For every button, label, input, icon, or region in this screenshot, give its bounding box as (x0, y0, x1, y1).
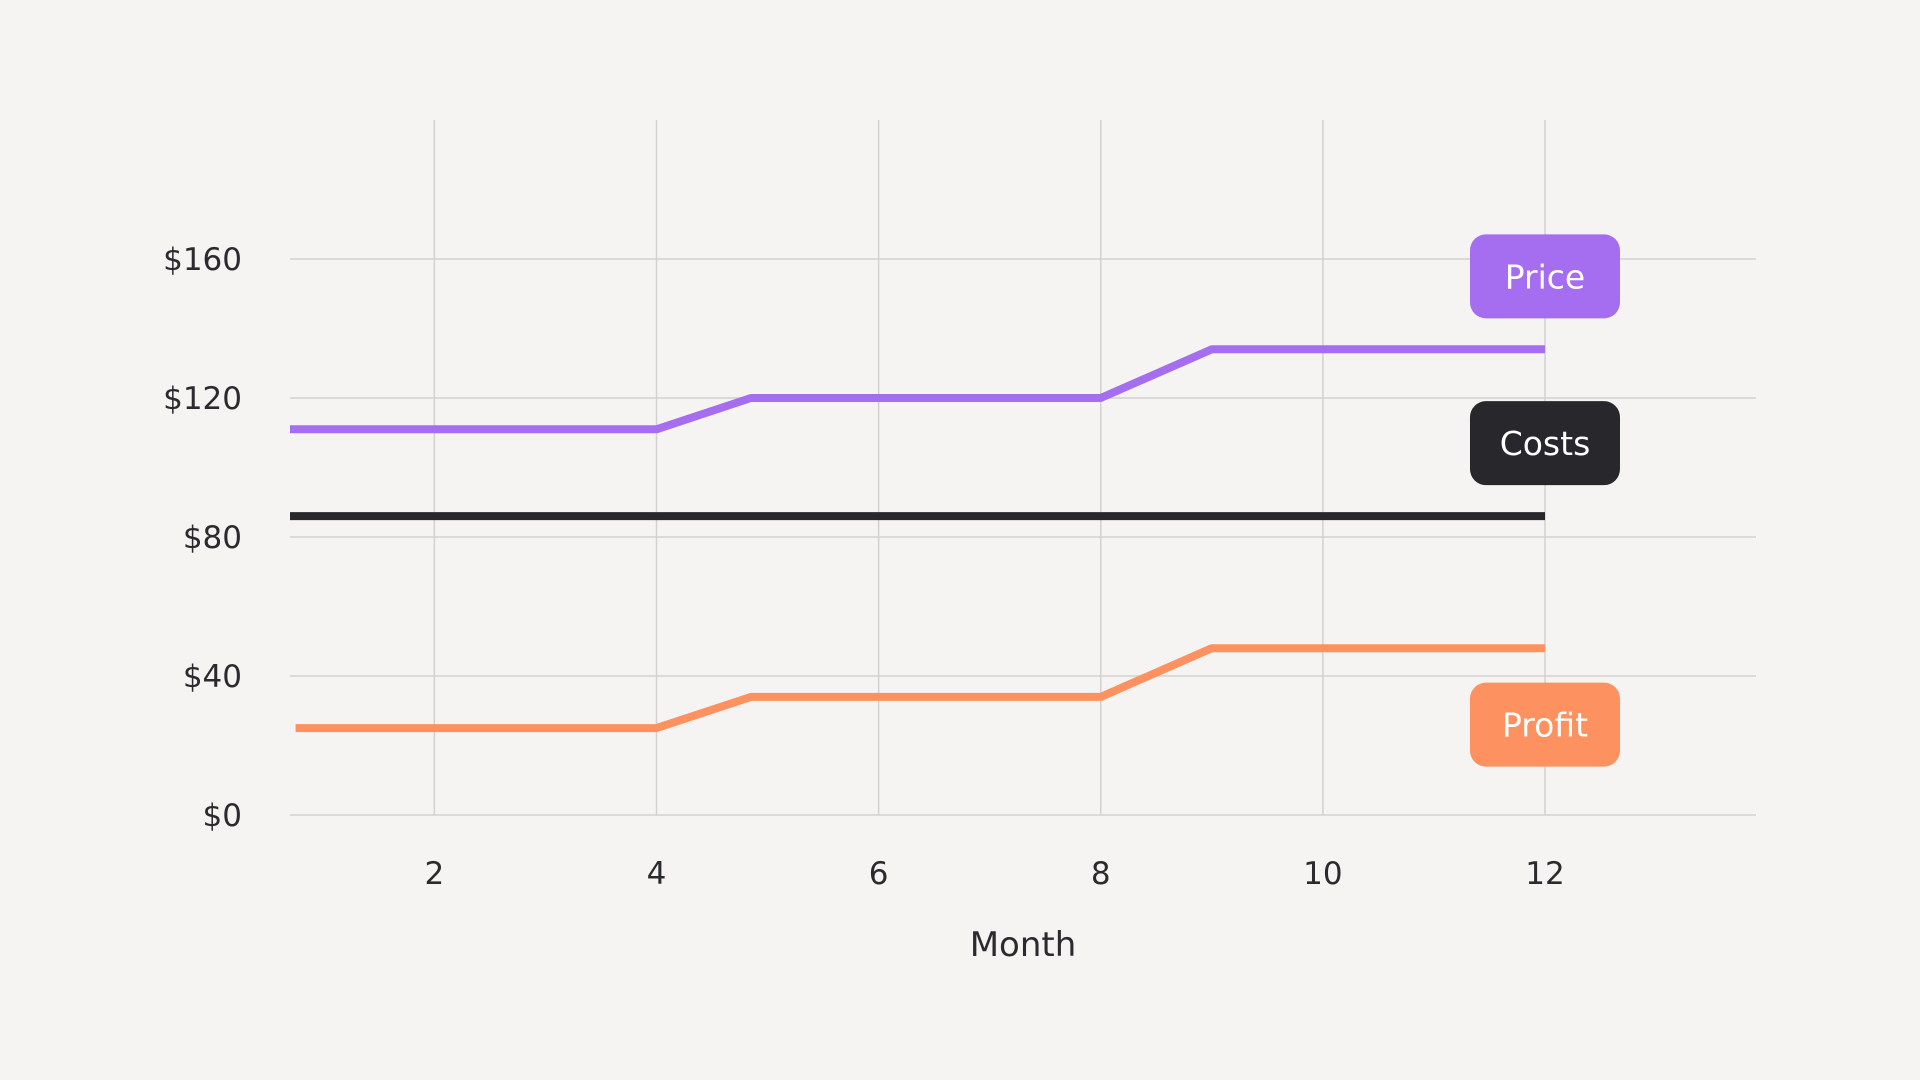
x-tick-label: 6 (869, 856, 889, 892)
x-tick-label: 12 (1525, 856, 1564, 892)
series-label-badge (1469, 401, 1620, 486)
y-tick-label: $160 (163, 242, 242, 278)
series-labels: Price Costs Profit (1469, 234, 1620, 767)
series-label-badge (1469, 234, 1620, 319)
series-label-badge (1469, 682, 1620, 767)
y-tick-label: $0 (203, 798, 242, 834)
x-tick-label: 10 (1303, 856, 1342, 892)
y-axis-ticks: $0 $40 $80 $120 $160 (163, 242, 242, 834)
x-axis-ticks: 2 4 6 8 10 12 (425, 856, 1565, 892)
y-tick-label: $40 (183, 659, 242, 695)
series-label-text: Profit (1502, 706, 1588, 745)
series-label-profit: Profit (1469, 682, 1620, 767)
x-tick-label: 4 (647, 856, 667, 892)
x-tick-label: 8 (1091, 856, 1111, 892)
series-label-costs: Costs (1469, 401, 1620, 486)
series-label-price: Price (1469, 234, 1620, 319)
series (290, 345, 1545, 733)
series-line-price (290, 345, 1545, 434)
y-tick-label: $120 (163, 381, 242, 417)
y-tick-label: $80 (183, 520, 242, 556)
series-line-profit (295, 644, 1545, 733)
series-label-text: Price (1505, 257, 1586, 296)
x-axis-title: Month (970, 925, 1077, 965)
series-label-text: Costs (1500, 424, 1591, 463)
x-tick-label: 2 (425, 856, 445, 892)
